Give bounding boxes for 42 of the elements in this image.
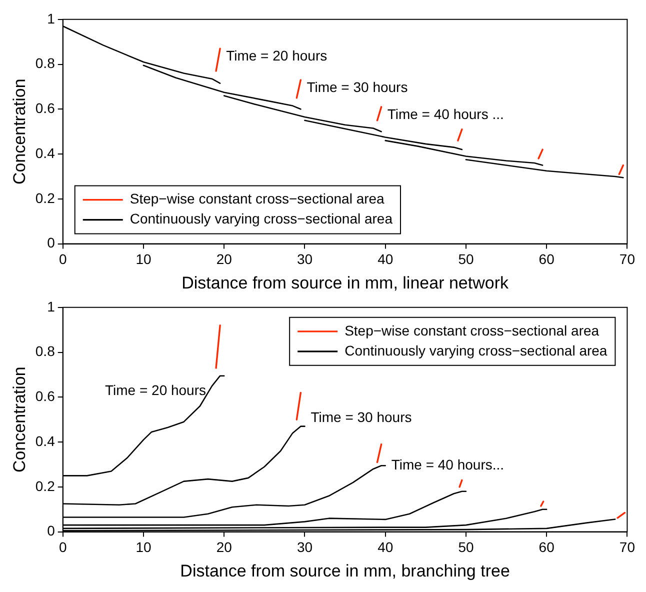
x-tick-label: 0	[58, 251, 67, 268]
y-tick-label: 0.4	[35, 144, 56, 161]
legend-label: Step−wise constant cross−sectional area	[344, 322, 600, 338]
annotation: Time = 20 hours	[104, 382, 206, 398]
y-axis-title: Concentration	[10, 366, 29, 473]
y-tick-label: 0	[47, 522, 56, 539]
y-tick-label: 0.2	[35, 190, 56, 206]
x-tick-label: 20	[216, 539, 232, 556]
y-tick-label: 0.4	[35, 432, 56, 449]
y-tick-label: 0.6	[35, 100, 56, 116]
annotation: Time = 40 hours ...	[387, 106, 504, 122]
legend-label: Continuously varying cross−sectional area	[344, 342, 608, 358]
annotation: Time = 30 hours	[306, 78, 408, 95]
y-tick-label: 0	[47, 234, 56, 251]
x-tick-label: 70	[619, 251, 636, 268]
x-tick-label: 10	[136, 539, 152, 556]
x-tick-label: 30	[296, 251, 313, 268]
legend-label: Step−wise constant cross−sectional area	[130, 190, 385, 207]
x-tick-label: 60	[538, 251, 555, 268]
x-axis-title: Distance from source in mm, linear network	[182, 273, 509, 292]
y-axis-title: Concentration	[10, 78, 29, 185]
x-tick-label: 70	[619, 539, 636, 556]
x-tick-label: 40	[378, 251, 394, 268]
x-tick-label: 20	[216, 251, 232, 268]
x-tick-label: 30	[296, 539, 313, 556]
annotation: Time = 30 hours	[310, 409, 412, 426]
y-tick-label: 1	[47, 298, 56, 314]
x-tick-label: 40	[378, 539, 394, 556]
x-tick-label: 0	[58, 539, 67, 556]
x-tick-label: 50	[458, 251, 474, 268]
x-tick-label: 10	[136, 251, 152, 268]
x-axis-title: Distance from source in mm, branching tree	[180, 561, 510, 580]
y-tick-label: 0.2	[35, 478, 56, 494]
y-tick-label: 0.8	[35, 55, 56, 72]
x-tick-label: 60	[538, 539, 555, 556]
legend-label: Continuously varying cross−sectional area	[130, 210, 393, 227]
x-tick-label: 50	[458, 539, 474, 556]
y-tick-label: 0.6	[35, 388, 56, 404]
annotation: Time = 20 hours	[226, 47, 328, 64]
y-tick-label: 0.8	[35, 343, 56, 360]
annotation: Time = 40 hours...	[391, 456, 504, 472]
y-tick-label: 1	[47, 10, 56, 26]
